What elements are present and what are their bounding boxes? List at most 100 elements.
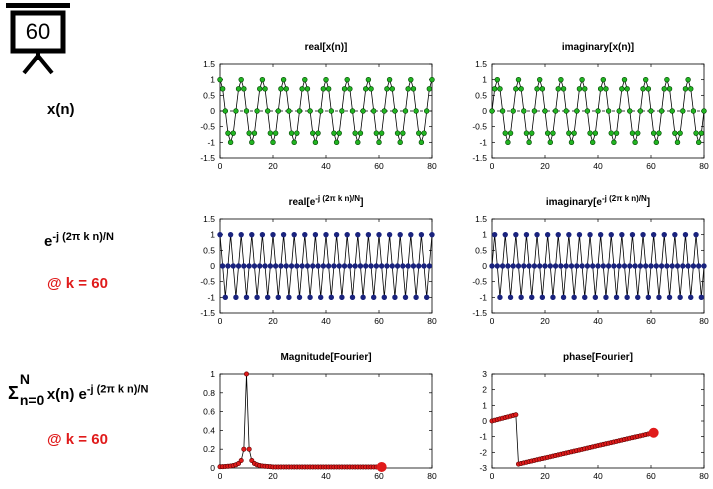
data-point <box>571 130 577 136</box>
data-point <box>576 231 583 238</box>
data-point <box>600 76 606 83</box>
data-point <box>368 86 374 92</box>
data-point <box>595 108 601 114</box>
data-point <box>384 263 390 269</box>
data-point <box>555 86 561 92</box>
data-point <box>568 139 575 146</box>
data-point <box>378 130 385 136</box>
data-point <box>653 263 659 269</box>
data-point <box>217 231 223 238</box>
data-point <box>283 86 289 92</box>
data-point <box>656 294 662 301</box>
data-point <box>381 294 387 301</box>
data-point <box>558 263 564 269</box>
x-tick-label: 80 <box>699 316 709 326</box>
data-point <box>238 231 244 238</box>
y-tick-label: -3 <box>479 463 487 473</box>
data-point <box>499 108 506 114</box>
data-point <box>526 139 532 146</box>
data-point <box>243 108 250 114</box>
data-point <box>323 76 329 83</box>
data-point <box>523 231 530 238</box>
data-point <box>518 294 524 301</box>
y-tick-label: -1 <box>207 137 215 147</box>
data-point <box>421 263 427 269</box>
data-point <box>318 108 324 114</box>
chart-title: real[e-j (2π k n)/N] <box>289 194 364 208</box>
kernel-base: e <box>44 233 53 250</box>
data-point <box>608 130 614 136</box>
data-point <box>352 130 358 136</box>
x-tick-label: 80 <box>699 471 709 481</box>
data-point <box>589 263 596 269</box>
data-point <box>571 294 577 301</box>
title-end: ] <box>647 197 650 208</box>
data-point <box>259 231 266 238</box>
data-point <box>246 130 252 136</box>
data-point <box>320 263 327 269</box>
data-point <box>325 86 332 92</box>
data-point <box>603 294 609 301</box>
data-point <box>304 263 311 269</box>
x-tick-label: 60 <box>646 471 656 481</box>
data-point <box>241 263 247 269</box>
data-point <box>627 108 633 114</box>
data-point <box>640 86 646 92</box>
label-at-k-sum: @ k = 60 <box>47 431 108 448</box>
data-point <box>280 231 287 238</box>
data-point <box>550 294 556 301</box>
data-point <box>413 108 419 114</box>
y-tick-label: 0 <box>210 261 215 271</box>
chart-title: phase[Fourier] <box>563 352 633 363</box>
data-point <box>371 294 377 301</box>
data-point <box>357 130 364 136</box>
data-point <box>246 446 252 452</box>
data-point <box>693 231 699 238</box>
title-base: imaginary[e <box>546 197 603 208</box>
y-tick-label: 0.5 <box>203 90 215 100</box>
data-point <box>507 294 514 301</box>
data-point <box>680 108 686 114</box>
data-point <box>267 263 274 269</box>
x-tick-label: 80 <box>427 471 437 481</box>
data-point <box>418 231 425 238</box>
sum-lower-limit: n=0 <box>19 392 45 408</box>
data-point <box>507 130 514 136</box>
data-point <box>526 263 532 269</box>
data-point <box>233 108 239 114</box>
data-point <box>288 130 295 136</box>
label-kernel: e-j (2π k n)/N <box>44 231 114 250</box>
data-point <box>624 86 630 92</box>
data-point <box>397 139 403 146</box>
data-point <box>690 263 697 269</box>
data-point <box>513 231 519 238</box>
x-tick-label: 0 <box>490 161 495 171</box>
x-tick-label: 40 <box>321 471 331 481</box>
data-point <box>278 86 284 92</box>
data-point <box>286 294 292 301</box>
y-tick-label: -1.5 <box>200 308 215 318</box>
data-point <box>424 294 430 301</box>
x-tick-label: 20 <box>540 471 550 481</box>
data-point <box>645 86 652 92</box>
data-point <box>648 263 654 269</box>
x-tick-label: 0 <box>218 316 223 326</box>
y-tick-label: -1.5 <box>472 308 487 318</box>
data-point <box>344 76 350 83</box>
data-point <box>529 130 535 136</box>
current-k-marker <box>376 461 387 472</box>
data-point <box>497 294 503 301</box>
data-point <box>536 76 543 83</box>
data-point <box>267 130 274 136</box>
data-point <box>291 139 297 146</box>
data-point <box>265 108 271 114</box>
data-point <box>685 76 691 83</box>
data-point <box>600 263 606 269</box>
sum-sigma: Σ <box>8 383 19 403</box>
data-point <box>378 263 385 269</box>
data-point <box>637 263 644 269</box>
data-point <box>352 263 358 269</box>
data-point <box>669 108 675 114</box>
data-point <box>222 294 229 301</box>
data-point <box>603 86 609 92</box>
